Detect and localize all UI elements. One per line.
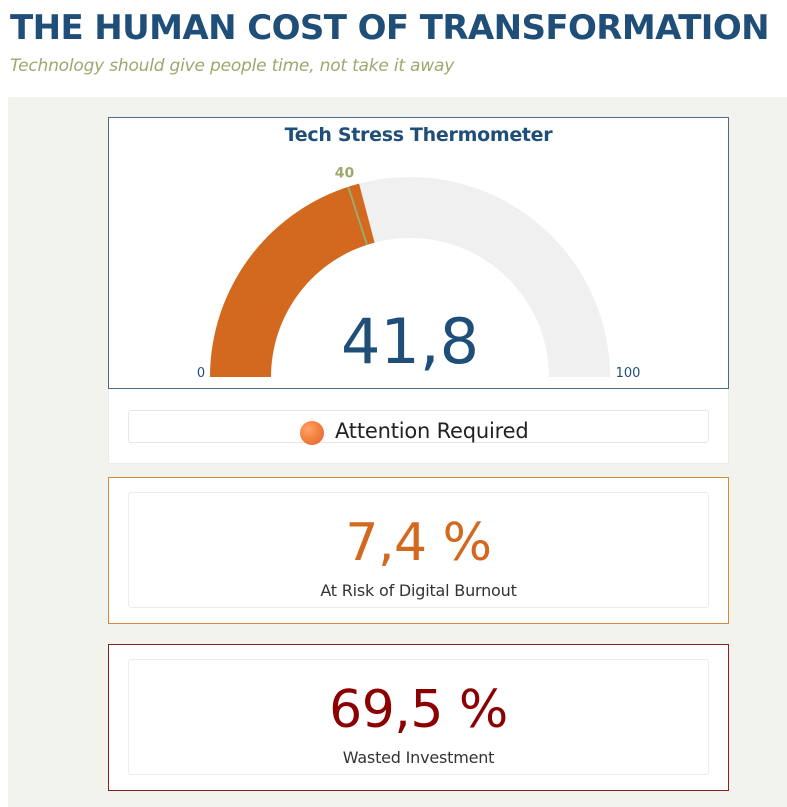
kpi-card-wasted-investment[interactable]: 69,5 % Wasted Investment (108, 644, 729, 791)
kpi-inner: 7,4 % At Risk of Digital Burnout (128, 492, 709, 608)
page-title: THE HUMAN COST OF TRANSFORMATION (10, 8, 770, 48)
status-indicator: Attention Required (128, 410, 709, 445)
tech-stress-gauge-card[interactable]: Tech Stress Thermometer 40 41,8 0 100 (108, 117, 729, 389)
gauge-min-label: 0 (197, 366, 205, 381)
kpi-value: 69,5 % (329, 680, 508, 740)
kpi-label: At Risk of Digital Burnout (320, 581, 517, 600)
gauge-chart: 40 41,8 0 100 (197, 165, 641, 381)
gauge-target-label: 40 (335, 165, 355, 181)
status-panel: Attention Required (108, 389, 729, 464)
kpi-label: Wasted Investment (342, 748, 495, 767)
kpi-card-digital-burnout[interactable]: 7,4 % At Risk of Digital Burnout (108, 477, 729, 624)
gauge-title: Tech Stress Thermometer (284, 124, 553, 146)
gauge-max-label: 100 (616, 366, 641, 381)
orange-circle-icon (300, 421, 324, 445)
status-text: Attention Required (335, 419, 529, 443)
kpi-value: 7,4 % (345, 513, 492, 573)
gauge-fill (210, 183, 375, 377)
report-header: THE HUMAN COST OF TRANSFORMATION Technol… (0, 0, 787, 96)
gauge-value: 41,8 (341, 305, 479, 378)
page-subtitle: Technology should give people time, not … (10, 56, 455, 76)
gauge-target-marker (347, 186, 369, 246)
kpi-inner: 69,5 % Wasted Investment (128, 659, 709, 775)
